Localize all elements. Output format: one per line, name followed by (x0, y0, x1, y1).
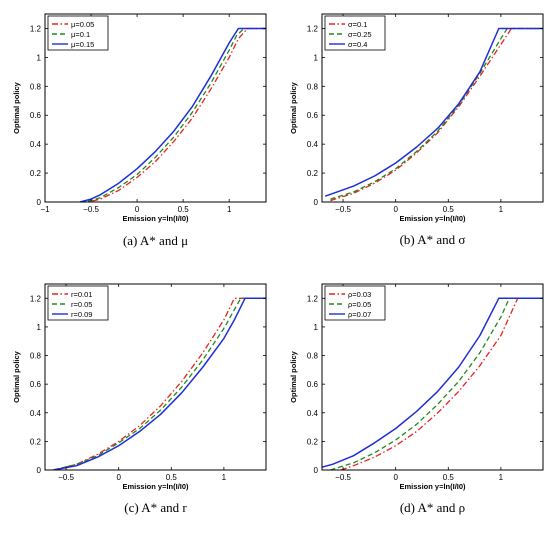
y-tick-label: 0.4 (30, 409, 42, 418)
y-tick-label: 1.2 (30, 294, 42, 303)
legend-label: σ=0.25 (348, 30, 372, 39)
y-tick-label: 0.6 (307, 380, 319, 389)
y-tick-label: 0.4 (30, 140, 42, 149)
panel-caption: (d) A* and ρ (400, 500, 465, 515)
legend-label: ρ=0.03 (348, 290, 371, 299)
y-tick-label: 1 (314, 323, 319, 332)
x-tick-label: −0.5 (335, 205, 351, 214)
legend-label: r=0.05 (71, 300, 92, 309)
y-tick-label: 0.6 (307, 111, 319, 120)
chart-panel: −0.5 0 0.5 1 0 0.2 0.4 0.6 0.8 1 1.2 Emission y=ln(… (12, 283, 267, 515)
y-tick-label: 0 (37, 466, 42, 475)
x-tick-label: −0.5 (58, 473, 74, 482)
x-axis-label: Emission y=ln(I/I0) (122, 482, 189, 491)
x-axis-label: Emission y=ln(I/I0) (122, 214, 189, 223)
y-tick-label: 0.4 (307, 409, 319, 418)
legend-label: ρ=0.05 (348, 300, 371, 309)
x-tick-label: 0 (393, 205, 398, 214)
series-line (79, 27, 266, 202)
series-line (330, 297, 543, 470)
panel-caption: (c) A* and r (124, 500, 187, 515)
plot-frame (44, 283, 267, 471)
y-tick-label: 0.2 (307, 437, 319, 446)
y-tick-label: 1 (37, 323, 42, 332)
y-tick-label: 0.8 (307, 82, 319, 91)
x-tick-label: −0.5 (335, 473, 351, 482)
y-tick-label: 0.4 (307, 140, 319, 149)
legend: ρ=0.03ρ=0.05ρ=0.07 (324, 285, 386, 321)
chart-panel: −0.5 0 0.5 1 0 0.2 0.4 0.6 0.8 1 1.2 Emission y=ln(… (289, 283, 544, 515)
x-tick-label: 0 (135, 205, 140, 214)
panel-caption: (a) A* and μ (123, 233, 188, 248)
y-axis-label: Optimal policy (12, 81, 21, 134)
legend-label: μ=0.1 (71, 30, 90, 39)
chart-panel: −1 −0.5 0 0.5 1 0 0.2 0.4 0.6 0.8 1 1.2 Emission y=l… (12, 13, 267, 248)
x-tick-label: 1 (499, 205, 504, 214)
x-tick-label: −1 (40, 205, 50, 214)
plot-frame (321, 283, 544, 471)
y-tick-label: 0.2 (30, 169, 42, 178)
legend-label: σ=0.4 (348, 40, 367, 49)
x-tick-label: 1 (222, 473, 227, 482)
series-line (79, 27, 266, 202)
x-tick-label: 1 (499, 473, 504, 482)
y-tick-label: 0.6 (30, 380, 42, 389)
x-tick-label: 0.5 (166, 473, 178, 482)
x-tick-label: −0.5 (83, 205, 99, 214)
series-line (53, 297, 266, 470)
y-tick-label: 0.8 (30, 82, 42, 91)
legend-label: r=0.09 (71, 310, 92, 319)
x-axis-label: Emission y=ln(I/I0) (399, 214, 466, 223)
series-line (330, 27, 543, 200)
y-tick-label: 1 (37, 53, 42, 62)
series-line (53, 297, 266, 470)
x-tick-label: 0 (116, 473, 121, 482)
y-tick-label: 0.8 (307, 352, 319, 361)
legend-label: σ=0.1 (348, 20, 367, 29)
series-line (322, 297, 543, 468)
x-tick-label: 0.5 (443, 205, 455, 214)
legend-label: μ=0.05 (71, 20, 94, 29)
panel-caption: (b) A* and σ (400, 232, 466, 247)
legend-label: μ=0.15 (71, 40, 94, 49)
series-line (79, 27, 266, 202)
y-tick-label: 0 (314, 466, 319, 475)
y-axis-label: Optimal policy (289, 81, 298, 134)
y-axis-label: Optimal policy (289, 350, 298, 403)
x-axis-label: Emission y=ln(I/I0) (399, 482, 466, 491)
chart-panel: −0.5 0 0.5 1 0 0.2 0.4 0.6 0.8 1 1.2 Emission y=ln(… (289, 13, 544, 247)
y-tick-label: 0.6 (30, 111, 42, 120)
series-line (330, 27, 543, 202)
y-tick-label: 0.2 (30, 437, 42, 446)
y-tick-label: 1.2 (30, 24, 42, 33)
plot-frame (44, 13, 267, 203)
legend-label: ρ=0.07 (348, 310, 371, 319)
x-tick-label: 0.5 (443, 473, 455, 482)
y-tick-label: 0.2 (307, 169, 319, 178)
legend: μ=0.05μ=0.1μ=0.15 (47, 15, 109, 51)
y-tick-label: 0 (314, 198, 319, 207)
plot-frame (321, 13, 544, 203)
x-tick-label: 1 (227, 205, 232, 214)
x-tick-label: 0 (393, 473, 398, 482)
y-tick-label: 0.8 (30, 352, 42, 361)
y-tick-label: 1.2 (307, 24, 319, 33)
legend: σ=0.1σ=0.25σ=0.4 (324, 15, 386, 51)
y-tick-label: 1 (314, 53, 319, 62)
legend-label: r=0.01 (71, 290, 92, 299)
y-tick-label: 1.2 (307, 294, 319, 303)
series-line (53, 297, 266, 470)
series-line (340, 297, 543, 470)
x-tick-label: 0.5 (178, 205, 190, 214)
y-tick-label: 0 (37, 198, 42, 207)
y-axis-label: Optimal policy (12, 350, 21, 403)
legend: r=0.01r=0.05r=0.09 (47, 285, 109, 321)
series-line (324, 27, 543, 197)
